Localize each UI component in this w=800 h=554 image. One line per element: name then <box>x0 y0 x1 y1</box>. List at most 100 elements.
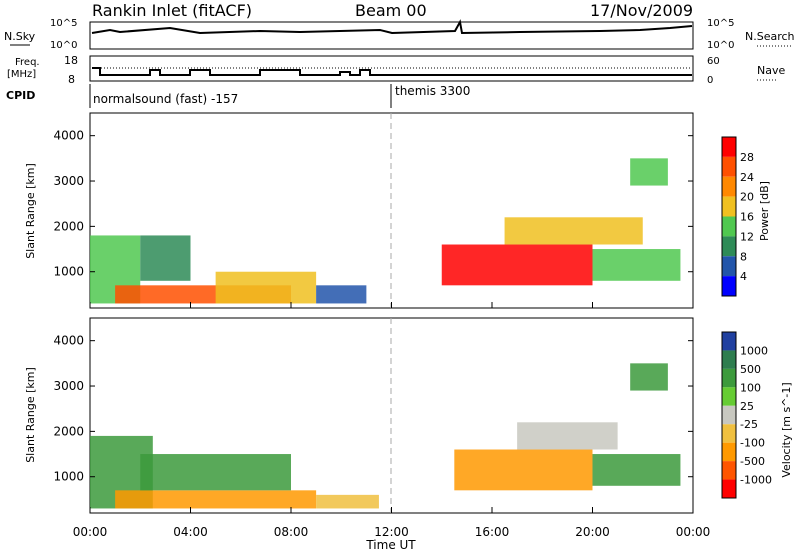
time-tick-label-3: 12:00 <box>374 525 409 539</box>
power-region-2 <box>140 235 191 281</box>
nave-label: Nave <box>757 64 785 77</box>
beam-label: Beam 00 <box>355 1 427 20</box>
power-colorbar-swatch-0 <box>722 137 736 157</box>
freq-label-line2: [MHz] <box>7 69 36 80</box>
velocity-region-5 <box>517 422 618 450</box>
time-axis-ticks: 00:00 04:00 08:00 12:00 16:00 20:00 00:00 <box>73 302 711 539</box>
time-tick-label-4: 16:00 <box>475 525 510 539</box>
freq-tick-bottom: 8 <box>68 73 75 86</box>
nsearch-tick-bottom: 10^0 <box>707 40 734 51</box>
time-tick-label-6: 00:00 <box>676 525 711 539</box>
power-colorbar-swatch-5 <box>722 236 736 257</box>
ytick-label-0: 1000 <box>53 470 84 484</box>
velocity-colorbar-tick-5: -100 <box>740 437 765 450</box>
power-colorbar-tick-6: 28 <box>740 151 754 164</box>
velocity-colorbar-tick-7: -1000 <box>740 474 772 487</box>
power-colorbar: 4 8 12 16 20 24 28 <box>721 136 754 297</box>
power-colorbar-tick-1: 8 <box>740 250 747 263</box>
velocity-colorbar-tick-1: 500 <box>740 363 761 376</box>
power-region-3 <box>215 271 317 304</box>
time-tick-label-1: 04:00 <box>173 525 208 539</box>
nsearch-tick-top: 10^5 <box>707 18 734 29</box>
velocity-colorbar-tick-4: -25 <box>740 418 758 431</box>
power-region-8 <box>630 158 668 186</box>
power-region-5 <box>441 244 593 286</box>
nave-tick-bottom: 0 <box>707 75 713 86</box>
velocity-region-3 <box>316 494 379 509</box>
radar-title: Rankin Inlet (fitACF) <box>92 1 252 20</box>
velocity-colorbar: 1000 500 100 25 -25 -100 -500 -1000 <box>721 331 772 499</box>
velocity-colorbar-tick-0: 1000 <box>740 344 768 357</box>
velocity-region-7 <box>630 363 668 391</box>
velocity-colorbar-swatch-7 <box>722 461 736 480</box>
velocity-region-2 <box>140 454 291 491</box>
velocity-colorbar-swatch-0 <box>722 332 736 351</box>
velocity-panel: 1000 2000 3000 4000 Slant Range [km] <box>24 317 694 514</box>
velocity-colorbar-label: Velocity [m s^-1] <box>780 382 793 477</box>
velocity-colorbar-swatch-6 <box>722 442 736 462</box>
power-colorbar-label: Power [dB] <box>758 181 771 241</box>
power-colorbar-frame <box>721 136 737 297</box>
velocity-colorbar-tick-2: 100 <box>740 381 761 394</box>
time-axis-label: Time UT <box>365 538 416 552</box>
time-tick-label-2: 08:00 <box>274 525 309 539</box>
power-colorbar-swatch-2 <box>722 176 736 197</box>
velocity-region-4 <box>454 449 593 491</box>
velocity-yticks: 1000 2000 3000 4000 <box>53 334 693 484</box>
date-label: 17/Nov/2009 <box>590 1 693 20</box>
power-ylabel: Slant Range [km] <box>24 163 37 259</box>
velocity-ylabel: Slant Range [km] <box>24 367 37 463</box>
velocity-data-regions <box>90 363 681 509</box>
freq-series-line <box>92 67 692 76</box>
power-data-regions <box>90 158 681 304</box>
nsky-panel-frame <box>89 21 694 50</box>
cpid-segment-normalsound: normalsound (fast) -157 <box>93 92 238 106</box>
power-region-4 <box>316 285 367 304</box>
power-colorbar-swatch-3 <box>722 196 736 217</box>
power-colorbar-tick-3: 16 <box>740 211 754 224</box>
ytick-label-1: 2000 <box>53 424 84 438</box>
velocity-colorbar-swatch-8 <box>722 479 736 498</box>
nsky-series-line <box>91 19 693 35</box>
freq-tick-top: 18 <box>64 54 78 67</box>
time-tick-label-5: 20:00 <box>575 525 610 539</box>
velocity-region-1 <box>115 490 317 509</box>
nsky-tick-bottom: 10^0 <box>50 40 77 51</box>
velocity-colorbar-swatch-5 <box>722 424 736 443</box>
power-colorbar-swatch-1 <box>722 156 736 177</box>
ytick-label-2: 3000 <box>53 174 84 188</box>
power-colorbar-tick-2: 12 <box>740 230 754 243</box>
velocity-region-6 <box>592 454 681 486</box>
nsky-tick-top: 10^5 <box>50 18 77 29</box>
ytick-label-2: 3000 <box>53 379 84 393</box>
power-colorbar-tick-5: 24 <box>740 171 754 184</box>
ytick-label-3: 4000 <box>53 129 84 143</box>
time-tick-label-0: 00:00 <box>73 525 108 539</box>
power-region-7 <box>592 249 681 281</box>
power-yticks: 1000 2000 3000 4000 <box>53 129 693 279</box>
freq-label-line1: Freq. <box>15 57 40 68</box>
cpid-label: CPID <box>6 89 35 102</box>
velocity-colorbar-tick-6: -500 <box>740 455 765 468</box>
power-colorbar-tick-0: 4 <box>740 270 747 283</box>
nsearch-label: N.Search <box>745 30 795 43</box>
power-region-6 <box>504 217 643 245</box>
freq-panel-frame <box>89 55 694 82</box>
velocity-colorbar-swatch-2 <box>722 368 736 388</box>
velocity-colorbar-swatch-1 <box>722 350 736 369</box>
power-colorbar-swatch-4 <box>722 216 736 237</box>
nsky-label: N.Sky <box>4 30 36 43</box>
power-colorbar-swatch-6 <box>722 256 736 277</box>
ytick-label-3: 4000 <box>53 334 84 348</box>
cpid-segment-themis: themis 3300 <box>395 84 470 98</box>
ytick-label-1: 2000 <box>53 219 84 233</box>
power-panel: 1000 2000 3000 4000 Slant Range [km] <box>24 112 694 309</box>
power-colorbar-swatch-7 <box>722 276 736 296</box>
ytick-label-0: 1000 <box>53 265 84 279</box>
nave-tick-top: 60 <box>707 56 720 67</box>
velocity-colorbar-swatch-3 <box>722 387 736 406</box>
velocity-colorbar-tick-3: 25 <box>740 400 754 413</box>
velocity-colorbar-swatch-4 <box>722 405 736 425</box>
velocity-colorbar-frame <box>721 331 737 499</box>
